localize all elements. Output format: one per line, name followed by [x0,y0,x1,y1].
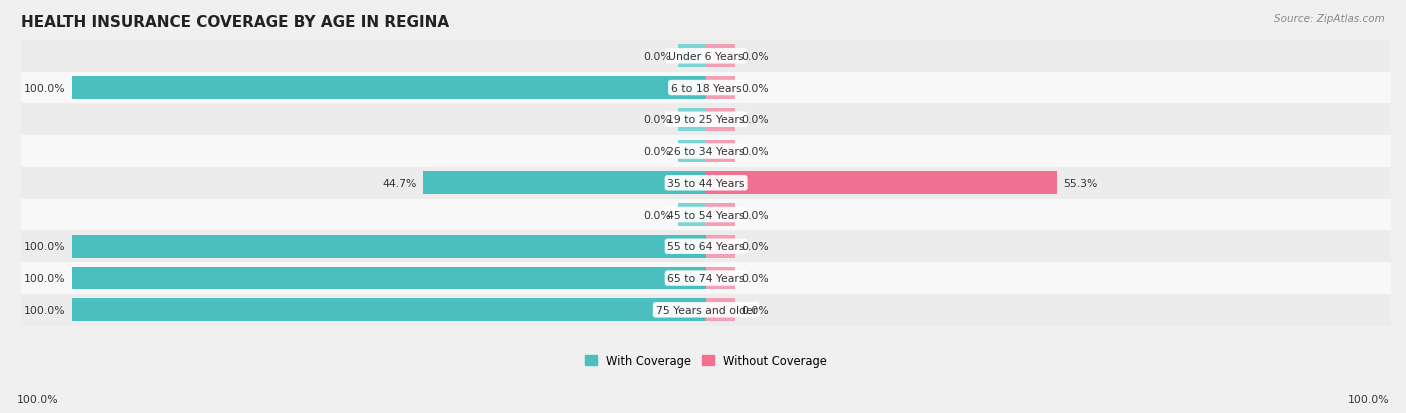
Text: 100.0%: 100.0% [24,273,66,283]
Bar [678,140,706,163]
Bar [21,72,1391,104]
Text: 0.0%: 0.0% [741,147,769,157]
Bar [678,109,706,131]
Bar [21,168,1391,199]
Bar [21,263,1391,294]
Bar [72,235,706,258]
Bar [706,140,735,163]
Text: 45 to 54 Years: 45 to 54 Years [668,210,745,220]
Text: 0.0%: 0.0% [741,242,769,252]
Bar [423,172,706,195]
Bar [21,104,1391,136]
Bar [706,235,735,258]
Text: 75 Years and older: 75 Years and older [655,305,756,315]
Text: 100.0%: 100.0% [24,242,66,252]
Bar [678,45,706,68]
Text: 35 to 44 Years: 35 to 44 Years [668,178,745,188]
Bar [706,77,735,100]
Text: 100.0%: 100.0% [17,394,59,404]
Bar [21,136,1391,168]
Bar [21,231,1391,263]
Text: 0.0%: 0.0% [741,83,769,93]
Text: 0.0%: 0.0% [644,52,671,62]
Text: 65 to 74 Years: 65 to 74 Years [668,273,745,283]
Text: Under 6 Years: Under 6 Years [668,52,744,62]
Bar [21,41,1391,72]
Text: HEALTH INSURANCE COVERAGE BY AGE IN REGINA: HEALTH INSURANCE COVERAGE BY AGE IN REGI… [21,15,450,30]
Text: 19 to 25 Years: 19 to 25 Years [668,115,745,125]
Text: 44.7%: 44.7% [382,178,416,188]
Bar [706,45,735,68]
Bar [21,294,1391,326]
Bar [706,299,735,321]
Text: 55.3%: 55.3% [1063,178,1098,188]
Text: 100.0%: 100.0% [24,83,66,93]
Bar [678,204,706,226]
Bar [72,77,706,100]
Text: 26 to 34 Years: 26 to 34 Years [668,147,745,157]
Bar [706,109,735,131]
Bar [706,172,1057,195]
Text: 0.0%: 0.0% [741,115,769,125]
Text: 0.0%: 0.0% [741,210,769,220]
Bar [706,267,735,290]
Bar [706,204,735,226]
Text: 0.0%: 0.0% [644,210,671,220]
Text: 100.0%: 100.0% [1347,394,1389,404]
Text: 0.0%: 0.0% [644,115,671,125]
Text: 0.0%: 0.0% [741,52,769,62]
Bar [72,267,706,290]
Bar [72,299,706,321]
Text: 100.0%: 100.0% [24,305,66,315]
Text: 0.0%: 0.0% [644,147,671,157]
Text: Source: ZipAtlas.com: Source: ZipAtlas.com [1274,14,1385,24]
Text: 0.0%: 0.0% [741,305,769,315]
Text: 6 to 18 Years: 6 to 18 Years [671,83,741,93]
Bar [21,199,1391,231]
Text: 0.0%: 0.0% [741,273,769,283]
Text: 55 to 64 Years: 55 to 64 Years [668,242,745,252]
Legend: With Coverage, Without Coverage: With Coverage, Without Coverage [581,349,832,371]
